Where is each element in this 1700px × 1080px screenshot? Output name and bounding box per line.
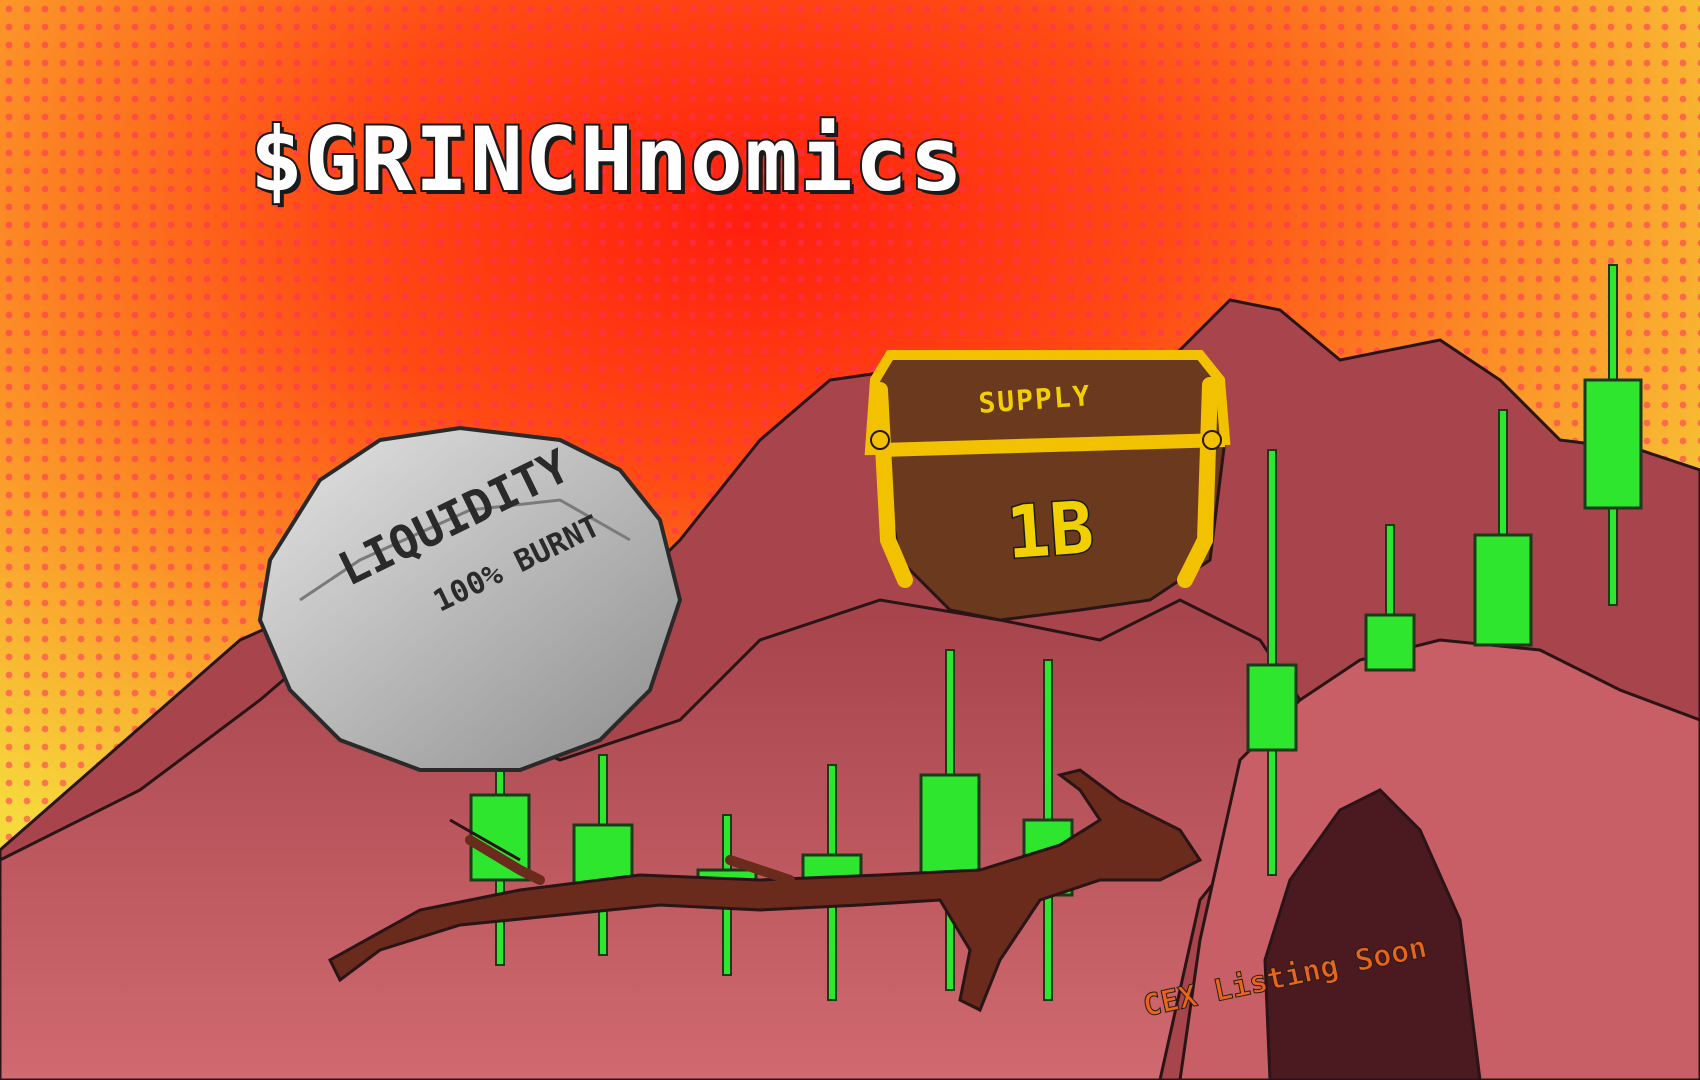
supply-value: 1B [1002,484,1097,577]
candle-body [1364,613,1416,672]
tree-branch [328,768,1203,1013]
candle-body [1583,378,1643,510]
page-title: $GRINCHnomics [248,106,965,213]
candle-wick [1267,449,1277,876]
candlestick-decoration [469,264,1643,1001]
liquidity-rock [257,425,683,772]
candle-body [1246,663,1298,752]
supply-chest [864,350,1231,622]
cave-entrance [1263,788,1482,1080]
candle-body [1473,533,1533,647]
